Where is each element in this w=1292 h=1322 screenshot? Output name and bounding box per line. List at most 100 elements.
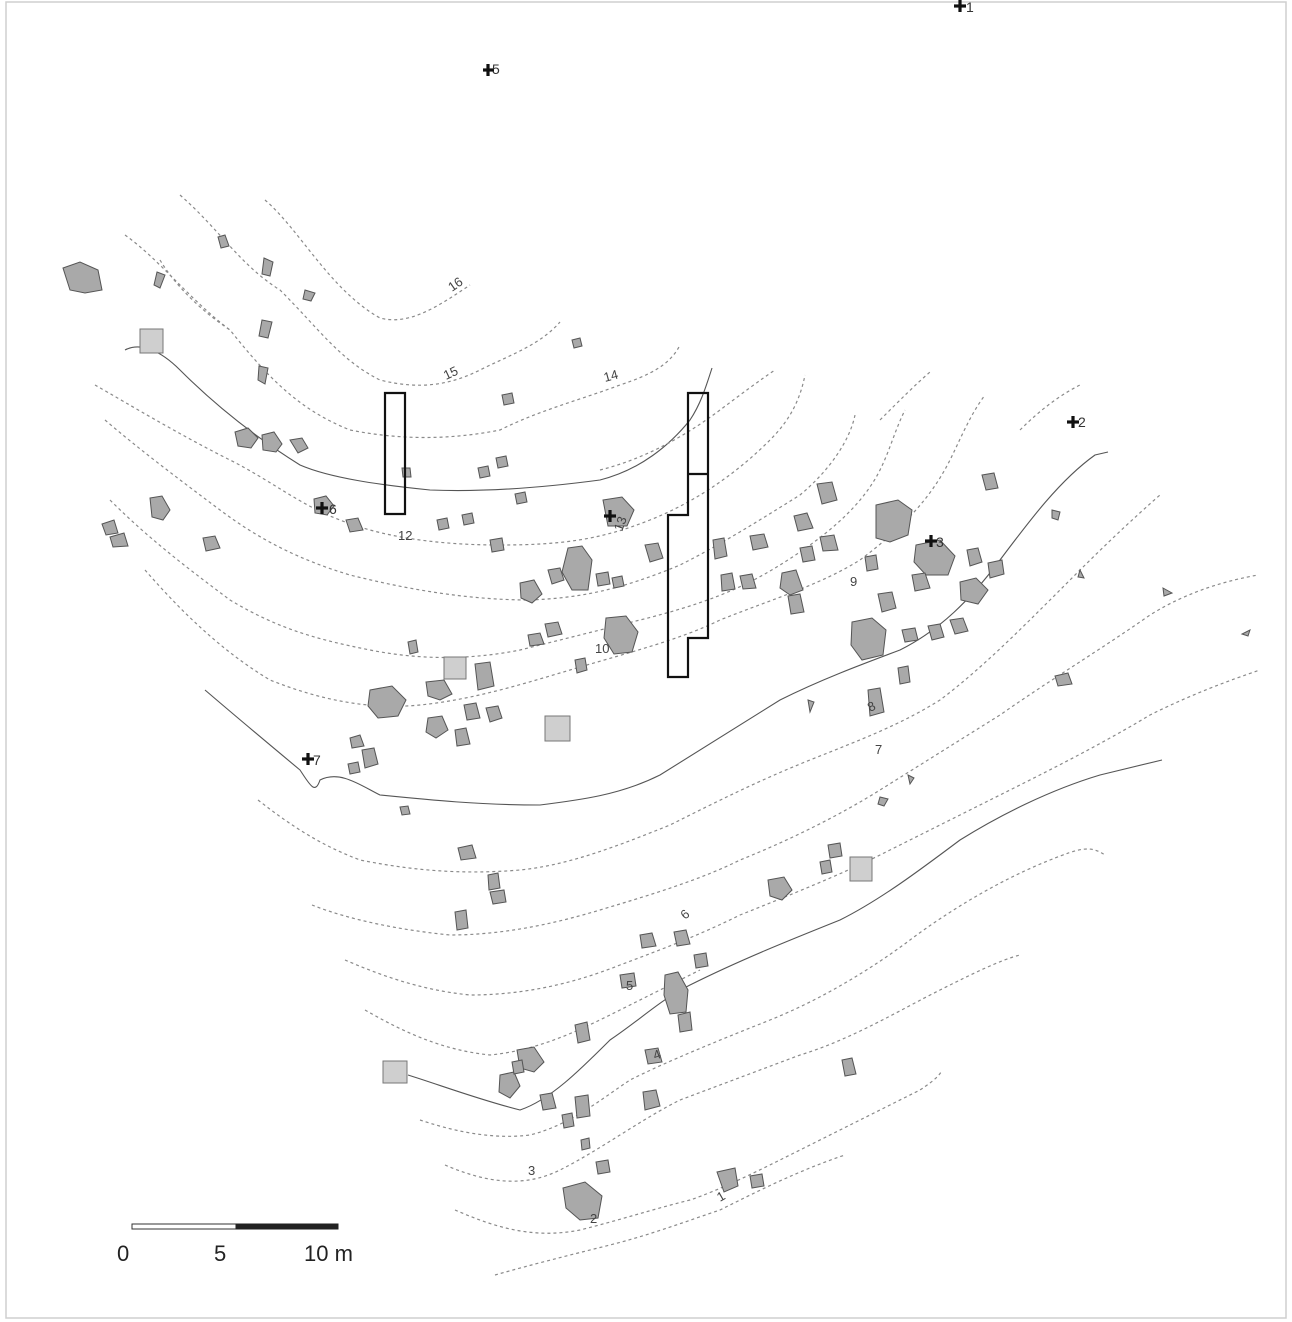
scale-bar: 0 5 10 m bbox=[117, 1223, 353, 1266]
survey-point-6: 6 bbox=[316, 501, 337, 517]
stone bbox=[603, 615, 639, 655]
contour-label-6: 6 bbox=[677, 906, 692, 922]
stone bbox=[927, 623, 945, 641]
stone bbox=[981, 472, 999, 491]
stone bbox=[787, 593, 805, 615]
contour-label-9: 9 bbox=[850, 574, 857, 589]
contour-label-16: 16 bbox=[445, 274, 465, 295]
stone bbox=[1051, 509, 1061, 521]
survey-point-5: 5 bbox=[483, 61, 500, 77]
survey-point-1-label: 1 bbox=[966, 0, 974, 15]
stone bbox=[289, 437, 309, 454]
stone bbox=[639, 932, 657, 949]
stone bbox=[574, 1021, 591, 1044]
stone bbox=[477, 465, 491, 479]
stone bbox=[487, 872, 501, 891]
stone bbox=[673, 929, 691, 947]
stone bbox=[349, 734, 365, 749]
stone bbox=[461, 512, 475, 526]
stone bbox=[109, 532, 129, 548]
stone bbox=[149, 495, 171, 521]
stone bbox=[799, 545, 816, 563]
stone bbox=[347, 761, 361, 775]
scale-bar-white-segment bbox=[131, 1223, 237, 1230]
contour-label-7: 7 bbox=[875, 742, 882, 757]
contour-label-13: 13 bbox=[611, 514, 630, 533]
stone bbox=[425, 715, 449, 739]
survey-point-2: 2 bbox=[1067, 414, 1086, 430]
stone bbox=[489, 889, 507, 905]
trench-right bbox=[666, 391, 710, 679]
stone bbox=[261, 431, 283, 453]
stone bbox=[261, 257, 274, 277]
stone bbox=[913, 539, 956, 576]
stone bbox=[867, 687, 885, 717]
stone bbox=[574, 1094, 591, 1119]
survey-squares bbox=[139, 328, 873, 1084]
stone bbox=[501, 392, 515, 406]
stone bbox=[454, 727, 471, 747]
stone bbox=[793, 512, 814, 532]
stone bbox=[361, 747, 379, 769]
stone bbox=[561, 1112, 575, 1129]
contour-label-15: 15 bbox=[441, 363, 460, 383]
stone bbox=[202, 535, 221, 552]
stone bbox=[644, 542, 664, 563]
scale-tick-0: 0 bbox=[117, 1241, 129, 1266]
stone bbox=[749, 533, 769, 551]
stone bbox=[611, 575, 625, 589]
stone bbox=[712, 537, 728, 560]
survey-point-7-label: 7 bbox=[313, 752, 321, 768]
stone bbox=[367, 685, 407, 719]
stone bbox=[217, 234, 230, 249]
stone bbox=[779, 569, 804, 596]
stone bbox=[907, 774, 915, 786]
stones bbox=[62, 234, 1251, 1221]
stone bbox=[495, 455, 509, 469]
stone bbox=[62, 261, 103, 294]
stone bbox=[1162, 587, 1174, 597]
map-frame bbox=[5, 1, 1287, 1319]
stone bbox=[101, 519, 119, 536]
contour-label-12: 12 bbox=[398, 528, 412, 543]
survey-point-5-label: 5 bbox=[492, 61, 500, 77]
stone bbox=[901, 627, 919, 643]
stone bbox=[153, 271, 166, 289]
contour-label-5: 5 bbox=[626, 978, 633, 993]
stone bbox=[571, 337, 583, 349]
survey-point-1: 1 bbox=[954, 0, 974, 15]
stone bbox=[457, 844, 477, 861]
stone bbox=[527, 632, 545, 647]
stone bbox=[897, 665, 911, 685]
stone bbox=[539, 1092, 557, 1111]
stone bbox=[864, 554, 879, 572]
stone bbox=[234, 427, 259, 449]
contour-label-3: 3 bbox=[528, 1163, 535, 1178]
scale-bar-black-segment bbox=[235, 1223, 339, 1230]
contour-labels: 16 15 14 13 12 10 9 8 7 6 5 4 3 2 1 bbox=[398, 274, 882, 1226]
stone bbox=[489, 537, 505, 553]
stone bbox=[345, 517, 364, 533]
stone bbox=[767, 876, 793, 901]
stone bbox=[1240, 629, 1251, 637]
stone bbox=[819, 859, 833, 875]
scale-tick-10m: 10 m bbox=[304, 1241, 353, 1266]
stone bbox=[959, 577, 989, 605]
contour-lines bbox=[94, 194, 1261, 1276]
stone bbox=[454, 909, 469, 931]
stone bbox=[749, 1173, 765, 1189]
stone bbox=[819, 534, 839, 552]
stone bbox=[1077, 568, 1085, 579]
stone bbox=[949, 617, 969, 635]
stone bbox=[841, 1057, 857, 1077]
trenches bbox=[383, 391, 710, 679]
survey-point-3: 3 bbox=[925, 534, 944, 550]
stone bbox=[693, 952, 709, 969]
grid-marker-square bbox=[382, 1060, 408, 1084]
stone bbox=[407, 639, 419, 655]
stone bbox=[474, 661, 495, 691]
stone bbox=[619, 972, 637, 989]
stone bbox=[677, 1011, 693, 1033]
survey-points: 1 5 2 6 3 7 bbox=[302, 0, 1086, 768]
contour-label-10: 10 bbox=[595, 641, 609, 656]
